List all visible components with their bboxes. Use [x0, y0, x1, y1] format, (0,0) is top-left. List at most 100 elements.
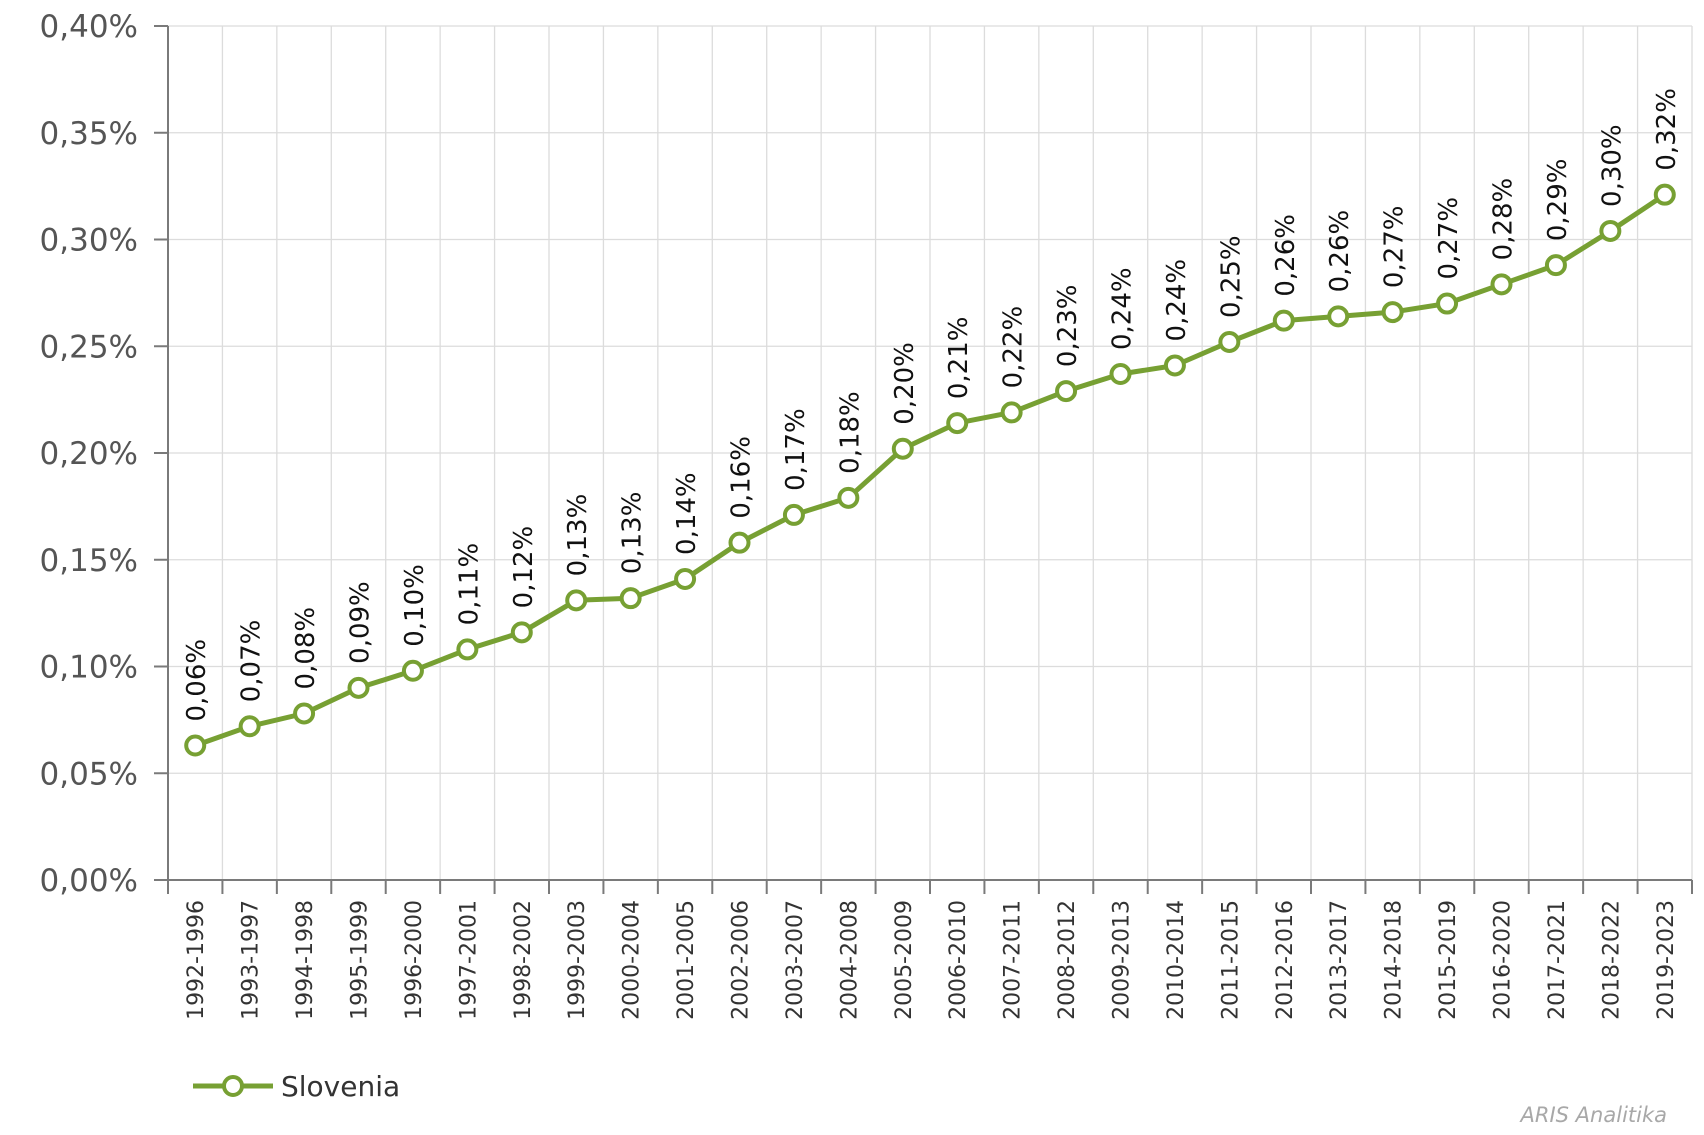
- x-tick-label-8: 2000-2004: [620, 900, 645, 1020]
- y-tick-label-4: 0,20%: [40, 436, 138, 472]
- x-tick-label-12: 2004-2008: [837, 900, 862, 1020]
- data-point-19: [1218, 330, 1241, 353]
- data-point-6: [510, 621, 533, 644]
- x-tick-label-26: 2018-2022: [1599, 900, 1624, 1020]
- series-slovenia: [184, 183, 1676, 757]
- data-point-26: [1599, 219, 1622, 242]
- data-labels: 0,06% 0,07% 0,08% 0,09% 0,10% 0,11% 0,12% 0,13%…: [182, 88, 1682, 721]
- data-label-27: 0,32%: [1652, 88, 1682, 171]
- data-point-21: [1327, 305, 1350, 328]
- data-point-15: [1000, 401, 1023, 424]
- x-tick-label-25: 2017-2021: [1545, 900, 1570, 1020]
- x-tick-label-4: 1996-2000: [402, 900, 427, 1020]
- data-label-5: 0,11%: [454, 543, 484, 626]
- data-point-14: [946, 412, 969, 435]
- axes: 0,00% 0,05% 0,10% 0,15% 0,20% 0,25% 0,30% 0,35%…: [40, 9, 1693, 1020]
- legend: Slovenia: [193, 1070, 400, 1103]
- data-label-17: 0,24%: [1108, 267, 1138, 350]
- x-tick-label-18: 2010-2014: [1164, 900, 1189, 1020]
- data-label-14: 0,21%: [944, 317, 974, 400]
- x-tick-label-19: 2011-2015: [1218, 900, 1243, 1020]
- x-tick-label-20: 2012-2016: [1273, 900, 1298, 1020]
- data-point-25: [1544, 254, 1567, 277]
- data-label-24: 0,28%: [1489, 178, 1519, 261]
- data-point-13: [891, 437, 914, 460]
- data-label-18: 0,24%: [1162, 259, 1192, 342]
- x-tick-label-2: 1994-1998: [293, 900, 318, 1020]
- x-tick-label-1: 1993-1997: [239, 900, 264, 1020]
- data-point-10: [728, 531, 751, 554]
- data-label-21: 0,26%: [1325, 210, 1355, 293]
- x-tick-label-17: 2009-2013: [1110, 900, 1135, 1020]
- data-point-16: [1055, 380, 1078, 403]
- data-label-22: 0,27%: [1380, 205, 1410, 288]
- data-label-15: 0,22%: [999, 306, 1029, 389]
- y-tick-label-6: 0,30%: [40, 223, 138, 259]
- data-point-0: [184, 734, 207, 757]
- x-tick-label-0: 1992-1996: [184, 900, 209, 1020]
- data-point-4: [401, 659, 424, 682]
- x-tick-label-9: 2001-2005: [674, 900, 699, 1020]
- data-label-9: 0,14%: [672, 472, 702, 555]
- x-tick-label-10: 2002-2006: [729, 900, 754, 1020]
- data-point-5: [456, 638, 479, 661]
- watermark-text: ARIS Analitika: [1519, 1103, 1667, 1127]
- x-tick-label-22: 2014-2018: [1382, 900, 1407, 1020]
- data-label-8: 0,13%: [618, 492, 648, 575]
- data-point-27: [1653, 183, 1676, 206]
- data-point-9: [674, 567, 697, 590]
- series-line-slovenia: [194, 192, 1667, 748]
- data-label-6: 0,12%: [509, 526, 539, 609]
- grid: [168, 25, 1693, 880]
- data-label-11: 0,17%: [781, 408, 811, 491]
- data-point-2: [293, 702, 316, 725]
- x-tick-label-3: 1995-1999: [348, 900, 373, 1020]
- x-tick-label-15: 2007-2011: [1001, 900, 1026, 1020]
- x-tick-label-24: 2016-2020: [1491, 900, 1516, 1020]
- data-point-24: [1490, 273, 1513, 296]
- data-point-22: [1381, 301, 1404, 324]
- x-tick-label-27: 2019-2023: [1654, 900, 1679, 1020]
- data-point-18: [1163, 354, 1186, 377]
- y-tick-label-1: 0,05%: [40, 756, 138, 792]
- data-label-26: 0,30%: [1597, 124, 1627, 207]
- x-tick-label-23: 2015-2019: [1436, 900, 1461, 1020]
- x-tick-label-7: 1999-2003: [565, 900, 590, 1020]
- data-label-13: 0,20%: [890, 342, 920, 425]
- data-label-20: 0,26%: [1271, 214, 1301, 297]
- data-label-10: 0,16%: [727, 436, 757, 519]
- data-point-3: [347, 676, 370, 699]
- data-label-4: 0,10%: [400, 564, 430, 647]
- data-label-2: 0,08%: [291, 607, 321, 690]
- data-point-12: [837, 486, 860, 509]
- data-label-12: 0,18%: [835, 391, 865, 474]
- data-label-19: 0,25%: [1216, 235, 1246, 318]
- y-tick-label-5: 0,25%: [40, 329, 138, 365]
- y-tick-label-0: 0,00%: [40, 863, 138, 899]
- x-tick-label-6: 1998-2002: [511, 900, 536, 1020]
- data-label-1: 0,07%: [237, 620, 267, 703]
- data-label-0: 0,06%: [182, 639, 212, 722]
- data-point-23: [1436, 292, 1459, 315]
- data-label-25: 0,29%: [1543, 159, 1573, 242]
- x-tick-label-13: 2005-2009: [892, 900, 917, 1020]
- data-point-1: [238, 715, 261, 738]
- data-point-20: [1272, 309, 1295, 332]
- y-tick-label-8: 0,40%: [40, 9, 138, 45]
- x-tick-label-21: 2013-2017: [1327, 900, 1352, 1020]
- x-tick-label-14: 2006-2010: [946, 900, 971, 1020]
- x-tick-label-16: 2008-2012: [1055, 900, 1080, 1020]
- data-label-7: 0,13%: [563, 494, 593, 577]
- y-tick-label-3: 0,15%: [40, 543, 138, 579]
- data-label-3: 0,09%: [346, 581, 376, 664]
- x-tick-label-11: 2003-2007: [783, 900, 808, 1020]
- data-point-17: [1109, 363, 1132, 386]
- x-tick-label-5: 1997-2001: [456, 900, 481, 1020]
- y-tick-label-7: 0,35%: [40, 116, 138, 152]
- data-point-8: [619, 587, 642, 610]
- data-point-11: [782, 503, 805, 526]
- data-label-23: 0,27%: [1434, 197, 1464, 280]
- y-tick-label-2: 0,10%: [40, 650, 138, 686]
